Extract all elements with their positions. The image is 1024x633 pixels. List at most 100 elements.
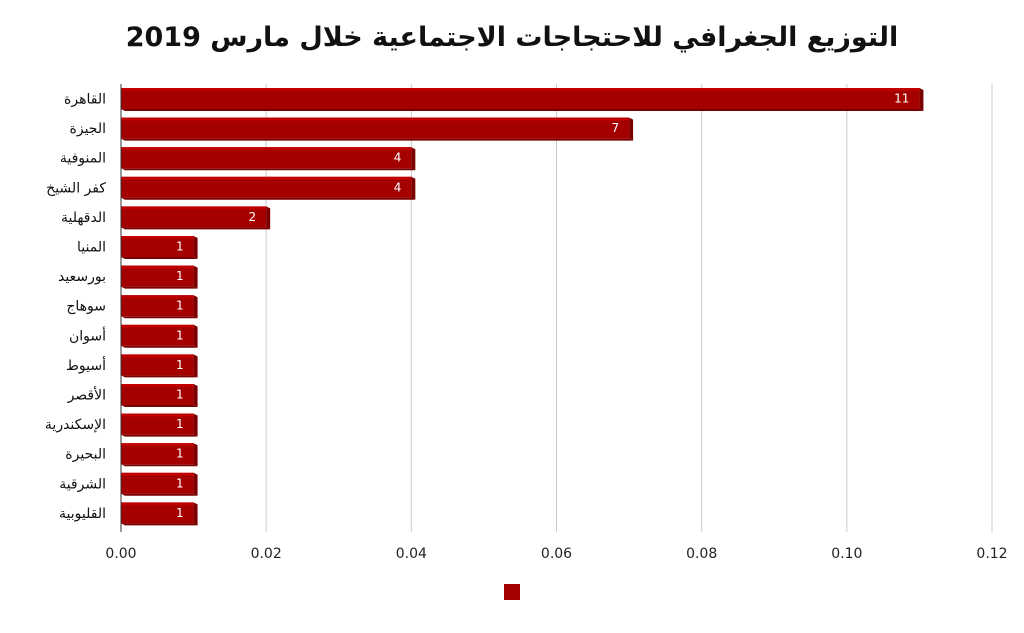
bar bbox=[121, 354, 198, 378]
category-label: سوهاج bbox=[66, 299, 106, 315]
category-label: الجيزة bbox=[70, 121, 106, 137]
category-label: القليوبية bbox=[59, 506, 106, 522]
bar-face bbox=[121, 413, 194, 435]
bar-bottom bbox=[121, 257, 198, 259]
bar-bottom bbox=[121, 523, 198, 526]
bar bbox=[121, 413, 198, 437]
bar-highlight bbox=[121, 206, 267, 210]
bar-side bbox=[411, 147, 416, 171]
bar-side bbox=[193, 236, 198, 259]
bar-highlight bbox=[121, 265, 194, 269]
data-label: 1 bbox=[176, 240, 184, 254]
data-label: 1 bbox=[176, 328, 184, 342]
bar-side bbox=[919, 88, 924, 111]
data-label: 1 bbox=[176, 358, 184, 372]
bar-side bbox=[193, 472, 198, 496]
bar bbox=[121, 176, 416, 200]
bar-highlight bbox=[121, 295, 194, 299]
legend-swatch bbox=[504, 584, 520, 600]
category-label: البحيرة bbox=[65, 447, 106, 463]
category-label: الإسكندرية bbox=[45, 417, 106, 433]
bar-face bbox=[121, 206, 267, 228]
category-label: الشرقية bbox=[59, 476, 106, 492]
x-tick-label: 0.02 bbox=[251, 546, 282, 562]
bar-bottom bbox=[121, 197, 416, 200]
data-label: 1 bbox=[176, 417, 184, 431]
bar-highlight bbox=[121, 384, 194, 387]
data-label: 1 bbox=[176, 269, 184, 283]
bar-face bbox=[121, 147, 412, 169]
data-label: 11 bbox=[894, 92, 909, 106]
bar bbox=[121, 295, 198, 319]
bar bbox=[121, 117, 634, 141]
bar-side bbox=[193, 384, 198, 407]
bar-highlight bbox=[121, 88, 920, 91]
bar-face bbox=[121, 384, 194, 405]
bar-bottom bbox=[121, 286, 198, 289]
chart-title: التوزيع الجغرافي للاحتجاجات الاجتماعية خ… bbox=[125, 22, 899, 53]
bar-side bbox=[193, 502, 198, 526]
bar-face bbox=[121, 443, 194, 465]
bar-bottom bbox=[121, 405, 198, 407]
bar-face bbox=[121, 176, 412, 198]
category-label: كفر الشيخ bbox=[46, 180, 106, 196]
bar-highlight bbox=[121, 354, 194, 358]
bar bbox=[121, 324, 198, 348]
bar bbox=[121, 236, 198, 259]
category-label: أسيوط bbox=[66, 356, 106, 374]
data-label: 1 bbox=[176, 388, 184, 402]
bar-highlight bbox=[121, 502, 194, 506]
bar bbox=[121, 384, 198, 407]
bar-highlight bbox=[121, 147, 412, 151]
bar-side bbox=[193, 265, 198, 289]
bar-side bbox=[266, 206, 271, 230]
bar-side bbox=[193, 443, 198, 467]
axis-layer: 0.00 0.02 0.04 0.06 0.08 0.10 0.12 القاهرة الجيز… bbox=[45, 84, 1008, 562]
category-label: القاهرة bbox=[64, 92, 106, 108]
x-tick-label: 0.06 bbox=[541, 546, 572, 562]
bar-bottom bbox=[121, 464, 198, 467]
data-label: 1 bbox=[176, 447, 184, 461]
bar-bottom bbox=[121, 316, 198, 319]
bar-face bbox=[121, 472, 194, 494]
category-label: المنيا bbox=[77, 240, 106, 256]
data-label: 1 bbox=[176, 299, 184, 313]
bar-highlight bbox=[121, 443, 194, 447]
legend bbox=[504, 584, 520, 600]
x-tick-label: 0.12 bbox=[976, 546, 1007, 562]
bar-bottom bbox=[121, 138, 634, 141]
bar bbox=[121, 88, 924, 111]
bar-side bbox=[193, 413, 198, 437]
bar bbox=[121, 472, 198, 496]
bar-bottom bbox=[121, 109, 924, 111]
bar-bottom bbox=[121, 375, 198, 378]
data-label: 2 bbox=[249, 210, 257, 224]
bar-highlight bbox=[121, 413, 194, 417]
category-label: المنوفية bbox=[60, 151, 106, 167]
category-label: بورسعيد bbox=[58, 269, 106, 285]
bar-side bbox=[193, 324, 198, 348]
bar bbox=[121, 265, 198, 289]
bar-face bbox=[121, 295, 194, 317]
category-label: الأقصر bbox=[67, 386, 106, 404]
bar-bottom bbox=[121, 434, 198, 437]
category-label: أسوان bbox=[69, 326, 106, 344]
data-label: 4 bbox=[394, 180, 402, 194]
bar-highlight bbox=[121, 324, 194, 328]
bar-highlight bbox=[121, 176, 412, 180]
bar-face bbox=[121, 354, 194, 376]
x-tick-label: 0.00 bbox=[105, 546, 136, 562]
bar-side bbox=[193, 295, 198, 319]
category-label: الدقهلية bbox=[61, 210, 106, 226]
bar bbox=[121, 147, 416, 171]
bar-bottom bbox=[121, 493, 198, 496]
x-tick-label: 0.10 bbox=[831, 546, 862, 562]
x-tick-label: 0.04 bbox=[396, 546, 427, 562]
data-label: 1 bbox=[176, 506, 184, 520]
bar-bottom bbox=[121, 345, 198, 348]
data-label: 4 bbox=[394, 151, 402, 165]
bar-bottom bbox=[121, 227, 271, 230]
bar-highlight bbox=[121, 472, 194, 476]
